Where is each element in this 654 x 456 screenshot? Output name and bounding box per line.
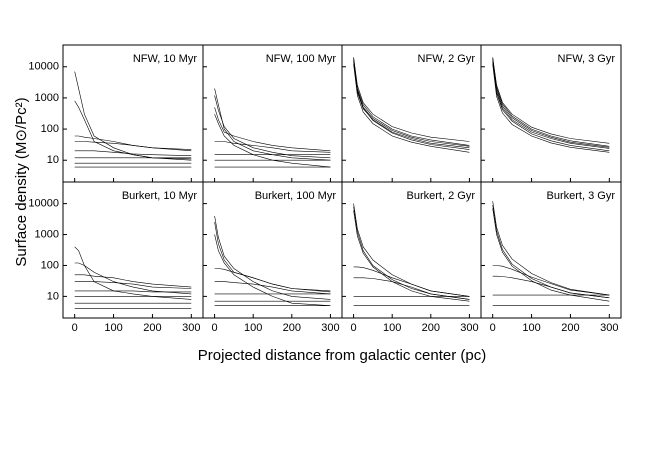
panel-title: Burkert, 2 Gyr [407, 190, 476, 202]
y-tick-label: 10 [47, 290, 59, 302]
data-line [74, 290, 192, 293]
data-line [492, 57, 610, 147]
data-line [74, 150, 192, 156]
data-line [353, 277, 470, 300]
data-line [214, 281, 331, 295]
panel-frame [341, 44, 482, 183]
panel-title: NFW, 10 Myr [133, 53, 198, 65]
panel-frame [480, 181, 622, 319]
x-tick-label: 200 [422, 322, 440, 334]
data-line [214, 107, 331, 152]
panel-title: Burkert, 10 Myr [122, 190, 198, 202]
data-line [214, 141, 331, 153]
data-line [74, 141, 192, 150]
x-tick-label: 200 [143, 322, 161, 334]
data-line [74, 100, 192, 160]
panel-title: NFW, 3 Gyr [558, 53, 616, 65]
data-line [214, 222, 331, 293]
y-tick-label: 10000 [28, 198, 59, 210]
panel-title: Burkert, 100 Myr [255, 190, 337, 202]
data-line [214, 234, 331, 306]
data-line [492, 265, 610, 296]
x-tick-label: 0 [351, 322, 357, 334]
data-line [492, 62, 610, 152]
panel-frame [202, 44, 343, 183]
data-line [492, 57, 610, 144]
data-line [214, 95, 331, 159]
panel-title: Burkert, 3 Gyr [547, 190, 616, 202]
x-tick-label: 100 [104, 322, 122, 334]
data-line [492, 275, 610, 299]
data-line [492, 201, 610, 296]
data-line [214, 88, 331, 161]
x-tick-label: 300 [600, 322, 618, 334]
panel-title: NFW, 100 Myr [266, 53, 337, 65]
data-line [353, 266, 470, 297]
x-tick-label: 100 [522, 322, 540, 334]
data-line [74, 71, 192, 161]
data-line [353, 58, 470, 147]
x-tick-label: 0 [72, 322, 78, 334]
x-tick-label: 0 [212, 322, 218, 334]
data-line [74, 274, 192, 288]
x-axis-title: Projected distance from galactic center … [198, 347, 486, 364]
data-line [353, 57, 470, 146]
data-line [353, 60, 470, 150]
y-tick-label: 100 [41, 123, 59, 135]
x-tick-label: 300 [321, 322, 339, 334]
panel-frame [202, 181, 343, 319]
x-tick-label: 100 [383, 322, 401, 334]
panel-frame [62, 181, 204, 319]
data-line [353, 61, 470, 149]
y-tick-label: 1000 [35, 228, 59, 240]
data-line [74, 281, 192, 289]
data-line [353, 210, 470, 302]
panel-title: NFW, 2 Gyr [418, 53, 476, 65]
y-tick-label: 1000 [35, 92, 59, 104]
data-line [74, 246, 192, 300]
data-line [492, 60, 610, 149]
data-line [492, 58, 610, 148]
x-tick-label: 200 [283, 322, 301, 334]
x-tick-label: 200 [561, 322, 579, 334]
data-line [214, 114, 331, 168]
panel-frame [480, 44, 622, 183]
data-line [214, 268, 331, 292]
data-line [353, 203, 470, 297]
data-line [492, 64, 610, 153]
data-line [353, 206, 470, 300]
x-tick-label: 300 [460, 322, 478, 334]
y-axis-title: Surface density (M⊙/Pc²) [13, 97, 30, 266]
x-tick-label: 100 [244, 322, 262, 334]
x-tick-label: 300 [182, 322, 200, 334]
data-line [353, 64, 470, 153]
y-tick-label: 10000 [28, 61, 59, 73]
data-line [353, 57, 470, 142]
y-tick-label: 10 [47, 154, 59, 166]
y-tick-label: 100 [41, 259, 59, 271]
x-tick-label: 0 [490, 322, 496, 334]
